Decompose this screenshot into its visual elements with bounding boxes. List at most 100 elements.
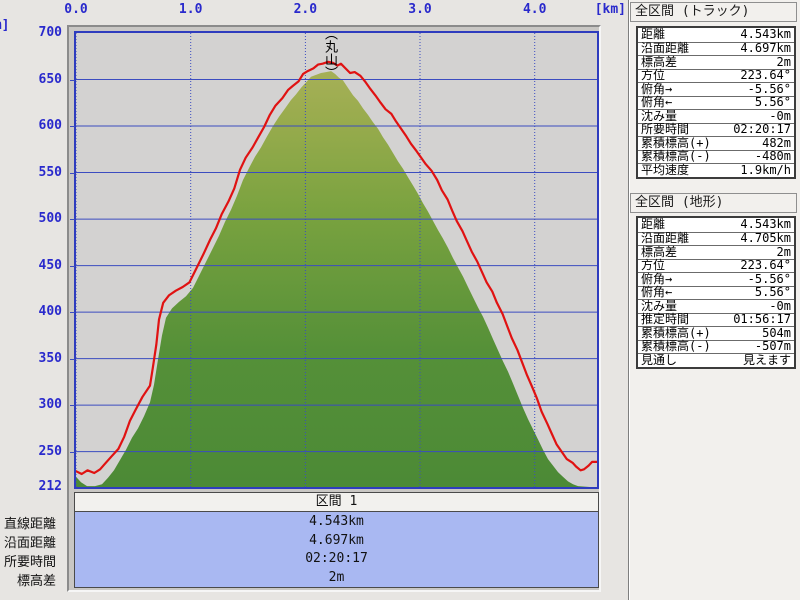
stat-label: 俯角→ <box>641 81 673 96</box>
section-table-body: 4.543km 4.697km 02:20:17 2m <box>74 511 599 588</box>
stat-row: 沿面距離 4.705km <box>638 231 794 246</box>
section-title: 区間 1 <box>315 494 358 509</box>
y-axis-tickmark <box>70 358 75 360</box>
section-table-header: 区間 1 <box>74 492 599 512</box>
x-tick-label: 3.0 <box>408 2 432 17</box>
stat-row: 標高差 2m <box>638 245 794 259</box>
section-value: 2m <box>328 569 345 585</box>
stat-value: 2m <box>776 54 791 69</box>
stat-value: -480m <box>754 149 791 164</box>
terrain-stats-table: 距離 4.543km 沿面距離 4.705km 標高差 2m 方位 223.64° 俯角→ -5.… <box>636 216 796 369</box>
stat-label: 距離 <box>641 217 666 232</box>
stat-value: -0m <box>769 108 791 123</box>
stat-label: 沿面距離 <box>641 41 690 56</box>
stat-value: 4.697km <box>740 41 791 56</box>
stat-row: 俯角→ -5.56° <box>638 272 794 286</box>
stat-label: 見通し <box>641 352 678 367</box>
terrain-stats-header: 全区間 (地形) <box>630 193 797 213</box>
stat-row: 方位 223.64° <box>638 258 794 273</box>
y-axis-unit-label: [m] <box>0 18 10 33</box>
stat-row: 標高差 2m <box>638 55 794 69</box>
stat-row: 距離 4.543km <box>638 218 794 232</box>
stat-value: -507m <box>754 339 791 354</box>
section-row-label: 所要時間 <box>3 555 56 570</box>
stat-row: 俯角→ -5.56° <box>638 82 794 96</box>
y-tick-label: 550 <box>38 164 62 180</box>
stat-row: 方位 223.64° <box>638 68 794 83</box>
stat-value: 5.56° <box>754 285 791 300</box>
stat-value: 02:20:17 <box>733 122 791 137</box>
stat-value: 4.543km <box>740 27 791 42</box>
y-tick-label: 350 <box>38 350 62 366</box>
y-axis-tickmark <box>70 405 75 407</box>
stats-panel: 全区間 (トラック) 距離 4.543km 沿面距離 4.697km 標高差 2m 方位 22… <box>630 0 800 600</box>
stat-row: 俯角← 5.56° <box>638 285 794 300</box>
stat-row: 累積標高(+) 504m <box>638 326 794 340</box>
y-tick-label: 500 <box>38 211 62 227</box>
stat-label: 沈み量 <box>641 298 678 313</box>
stat-row: 累積標高(-) -480m <box>638 149 794 164</box>
stat-label: 沿面距離 <box>641 231 690 246</box>
stat-label: 俯角← <box>641 285 673 300</box>
gps-track-line <box>76 60 597 476</box>
stat-value: 482m <box>762 135 791 150</box>
x-tick-label: 0.0 <box>64 2 88 17</box>
stat-value: -5.56° <box>747 271 791 286</box>
stat-row: 距離 4.543km <box>638 28 794 42</box>
stat-row: 平均速度 1.9km/h <box>638 163 794 177</box>
plot-area[interactable] <box>74 31 599 489</box>
elevation-chart-region: [m] [km] 区間 1 4.543km 4.697km 02:20:17 2m （… <box>0 2 626 592</box>
y-tick-label: 600 <box>38 118 62 134</box>
stat-label: 方位 <box>641 258 666 273</box>
stat-value: 4.543km <box>740 217 791 232</box>
stat-value: 見えます <box>742 352 791 367</box>
y-tick-label: 650 <box>38 71 62 87</box>
y-axis-tickmark <box>70 126 75 128</box>
x-axis-unit-label: [km] <box>594 2 626 17</box>
y-axis-tickmark <box>70 79 75 81</box>
y-axis-tickmark <box>70 312 75 314</box>
track-stats-title: 全区間 (トラック) <box>635 4 750 19</box>
stat-value: -5.56° <box>747 81 791 96</box>
graph-widget-frame: 区間 1 4.543km 4.697km 02:20:17 2m <box>67 25 601 592</box>
stat-label: 標高差 <box>641 244 678 259</box>
stat-row: 沈み量 -0m <box>638 299 794 313</box>
stat-label: 俯角→ <box>641 271 673 286</box>
x-tick-label: 1.0 <box>178 2 203 17</box>
y-axis-tickmark <box>70 219 75 221</box>
stat-label: 平均速度 <box>641 162 690 177</box>
elevation-profile-svg <box>76 33 597 487</box>
y-tick-label: 212 <box>38 479 62 494</box>
stat-label: 標高差 <box>641 54 678 69</box>
stat-label: 沈み量 <box>641 108 678 123</box>
stat-label: 累積標高(-) <box>641 339 711 354</box>
stat-label: 推定時間 <box>641 312 690 327</box>
peak-annotation: （丸山） <box>322 27 338 79</box>
stat-value: -0m <box>769 298 791 313</box>
x-tick-label: 2.0 <box>293 2 318 17</box>
stat-row: 俯角← 5.56° <box>638 95 794 110</box>
stat-label: 方位 <box>641 68 666 83</box>
stat-value: 223.64° <box>740 68 791 83</box>
stat-label: 距離 <box>641 27 666 42</box>
stat-value: 504m <box>762 325 791 340</box>
stat-row: 推定時間 01:56:17 <box>638 312 794 327</box>
stat-value: 5.56° <box>754 95 791 110</box>
section-row-label: 標高差 <box>16 574 56 589</box>
stat-label: 俯角← <box>641 95 673 110</box>
track-stats-header: 全区間 (トラック) <box>630 2 797 22</box>
section-value: 4.543km <box>309 514 364 529</box>
section-value: 02:20:17 <box>305 551 368 566</box>
y-axis-tickmark <box>70 451 75 453</box>
y-tick-label: 250 <box>38 443 62 459</box>
stat-value: 4.705km <box>740 231 791 246</box>
stat-value: 1.9km/h <box>740 162 791 177</box>
section-value: 4.697km <box>309 532 364 548</box>
stat-label: 累積標高(-) <box>641 149 711 164</box>
stat-row: 沈み量 -0m <box>638 109 794 123</box>
track-stats-table: 距離 4.543km 沿面距離 4.697km 標高差 2m 方位 223.64° 俯角→ -5.… <box>636 26 796 179</box>
stat-label: 累積標高(+) <box>641 325 711 340</box>
x-tick-label: 4.0 <box>522 2 547 17</box>
y-tick-label: 700 <box>38 25 62 40</box>
